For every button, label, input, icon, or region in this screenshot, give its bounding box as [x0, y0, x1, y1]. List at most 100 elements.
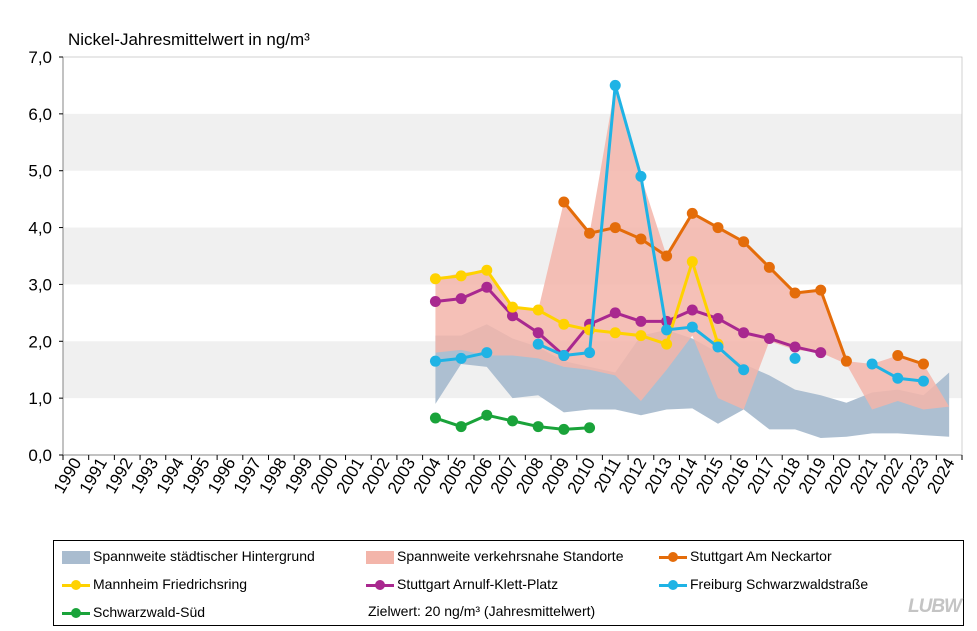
grid-band — [63, 227, 962, 285]
legend-item-hintergrund: Spannweite städtischer Hintergrund — [62, 547, 315, 565]
series-point-stuttgart-am-neckartor — [609, 222, 621, 234]
legend-marker-mannheim — [62, 578, 90, 592]
series-point-stuttgart-arnulf-klett-platz — [635, 315, 647, 327]
series-point-freiburg-schwarzwaldstra-e — [686, 321, 698, 333]
lubw-logo: LUBW — [908, 596, 962, 617]
legend-marker-freiburg — [659, 578, 687, 592]
chart-title: Nickel-Jahresmittelwert in ng/m³ — [68, 30, 310, 49]
legend-marker-schwarzwald — [62, 606, 90, 620]
y-tick-label: 7,0 — [28, 48, 52, 67]
series-point-mannheim-friedrichsring — [507, 301, 518, 313]
legend-label-mannheim: Mannheim Friedrichsring — [93, 576, 248, 592]
legend-label-hintergrund: Spannweite städtischer Hintergrund — [93, 548, 315, 564]
series-point-schwarzwald-s-d — [429, 412, 441, 424]
y-tick-label: 0,0 — [28, 446, 52, 465]
series-point-freiburg-schwarzwaldstra-e — [558, 350, 570, 361]
y-tick-label: 5,0 — [28, 162, 52, 181]
series-point-schwarzwald-s-d — [481, 409, 493, 421]
legend-label-verkehr: Spannweite verkehrsnahe Standorte — [397, 548, 624, 564]
series-point-stuttgart-arnulf-klett-platz — [815, 347, 827, 359]
series-point-stuttgart-arnulf-klett-platz — [609, 307, 621, 319]
series-point-stuttgart-am-neckartor — [892, 350, 904, 361]
series-point-stuttgart-arnulf-klett-platz — [763, 332, 775, 344]
series-point-stuttgart-am-neckartor — [661, 250, 673, 262]
series-point-schwarzwald-s-d — [507, 415, 518, 427]
series-point-mannheim-friedrichsring — [686, 256, 698, 268]
y-tick-label: 4,0 — [28, 219, 52, 238]
series-point-stuttgart-am-neckartor — [738, 236, 750, 248]
series-point-stuttgart-am-neckartor — [712, 222, 724, 234]
series-point-stuttgart-am-neckartor — [635, 233, 647, 245]
series-point-mannheim-friedrichsring — [558, 318, 570, 330]
series-point-freiburg-schwarzwaldstra-e — [712, 341, 724, 353]
series-point-stuttgart-am-neckartor — [686, 207, 698, 219]
legend-label-freiburg: Freiburg Schwarzwaldstraße — [690, 576, 869, 592]
y-tick-label: 6,0 — [28, 105, 52, 124]
y-tick-label: 1,0 — [28, 389, 52, 408]
legend-item-verkehr: Spannweite verkehrsnahe Standorte — [366, 547, 623, 565]
chart-canvas: 0,01,02,03,04,05,06,07,01990199119921993… — [28, 48, 963, 497]
series-point-mannheim-friedrichsring — [661, 338, 673, 350]
legend-swatch-hintergrund — [62, 550, 90, 564]
series-point-stuttgart-am-neckartor — [763, 261, 775, 273]
grid-band — [63, 113, 962, 171]
series-point-schwarzwald-s-d — [558, 423, 570, 435]
legend: Spannweite städtischer Hintergrund Spann… — [53, 540, 964, 626]
series-point-stuttgart-am-neckartor — [584, 227, 596, 239]
series-point-mannheim-friedrichsring — [609, 327, 621, 339]
series-point-freiburg-schwarzwaldstra-e — [661, 324, 673, 336]
legend-item-arnulf: Stuttgart Arnulf-Klett-Platz — [366, 575, 558, 593]
series-point-stuttgart-am-neckartor — [917, 358, 929, 370]
legend-label-arnulf: Stuttgart Arnulf-Klett-Platz — [397, 576, 559, 592]
series-point-freiburg-schwarzwaldstra-e — [609, 79, 621, 91]
series-point-mannheim-friedrichsring — [429, 273, 441, 285]
series-point-freiburg-schwarzwaldstra-e — [429, 355, 441, 367]
band-hintergrund — [435, 324, 950, 438]
legend-item-mannheim: Mannheim Friedrichsring — [62, 575, 247, 593]
series-point-stuttgart-arnulf-klett-platz — [712, 313, 724, 325]
legend-marker-arnulf — [366, 578, 394, 592]
series-point-freiburg-schwarzwaldstra-e — [789, 352, 801, 364]
series-point-stuttgart-arnulf-klett-platz — [532, 327, 544, 339]
series-point-schwarzwald-s-d — [584, 422, 596, 434]
series-point-freiburg-schwarzwaldstra-e — [532, 338, 544, 350]
zielwert-note: Zielwert: 20 ng/m³ (Jahresmittelwert) — [368, 603, 596, 619]
legend-item-neckartor: Stuttgart Am Neckartor — [659, 547, 832, 565]
series-line-stuttgart-arnulf-klett-platz — [435, 285, 822, 357]
plot-border — [62, 56, 963, 456]
series-point-stuttgart-arnulf-klett-platz — [455, 293, 467, 305]
series-point-mannheim-friedrichsring — [455, 270, 467, 282]
series-point-freiburg-schwarzwaldstra-e — [917, 375, 929, 387]
series-point-stuttgart-am-neckartor — [558, 196, 570, 208]
series-point-stuttgart-am-neckartor — [815, 284, 827, 296]
legend-label-neckartor: Stuttgart Am Neckartor — [690, 548, 832, 564]
series-point-freiburg-schwarzwaldstra-e — [738, 364, 750, 376]
y-tick-label: 3,0 — [28, 275, 52, 294]
series-point-freiburg-schwarzwaldstra-e — [866, 358, 878, 370]
series-point-mannheim-friedrichsring — [635, 330, 647, 342]
series-point-mannheim-friedrichsring — [532, 304, 544, 316]
legend-item-schwarzwald: Schwarzwald-Süd — [62, 603, 205, 621]
series-point-freiburg-schwarzwaldstra-e — [481, 347, 493, 359]
series-point-freiburg-schwarzwaldstra-e — [455, 352, 467, 364]
series-point-stuttgart-am-neckartor — [789, 287, 801, 299]
series-point-freiburg-schwarzwaldstra-e — [584, 347, 596, 359]
x-tick-label: 2024 — [923, 455, 958, 497]
x-tick-label: 2010 — [564, 455, 599, 497]
legend-swatch-verkehr — [366, 550, 394, 564]
series-point-stuttgart-am-neckartor — [840, 355, 852, 367]
series-point-freiburg-schwarzwaldstra-e — [892, 372, 904, 384]
series-point-schwarzwald-s-d — [532, 421, 544, 433]
series-point-freiburg-schwarzwaldstra-e — [635, 170, 647, 182]
series-point-stuttgart-arnulf-klett-platz — [789, 341, 801, 353]
series-point-schwarzwald-s-d — [455, 421, 467, 433]
series-point-stuttgart-arnulf-klett-platz — [686, 304, 698, 316]
series-point-stuttgart-arnulf-klett-platz — [507, 310, 518, 322]
legend-item-freiburg: Freiburg Schwarzwaldstraße — [659, 575, 868, 593]
series-point-stuttgart-arnulf-klett-platz — [738, 327, 750, 339]
legend-label-schwarzwald: Schwarzwald-Süd — [93, 604, 206, 620]
legend-marker-neckartor — [659, 550, 687, 564]
series-point-stuttgart-arnulf-klett-platz — [429, 295, 441, 307]
y-tick-label: 2,0 — [28, 332, 52, 351]
series-point-mannheim-friedrichsring — [481, 264, 493, 276]
